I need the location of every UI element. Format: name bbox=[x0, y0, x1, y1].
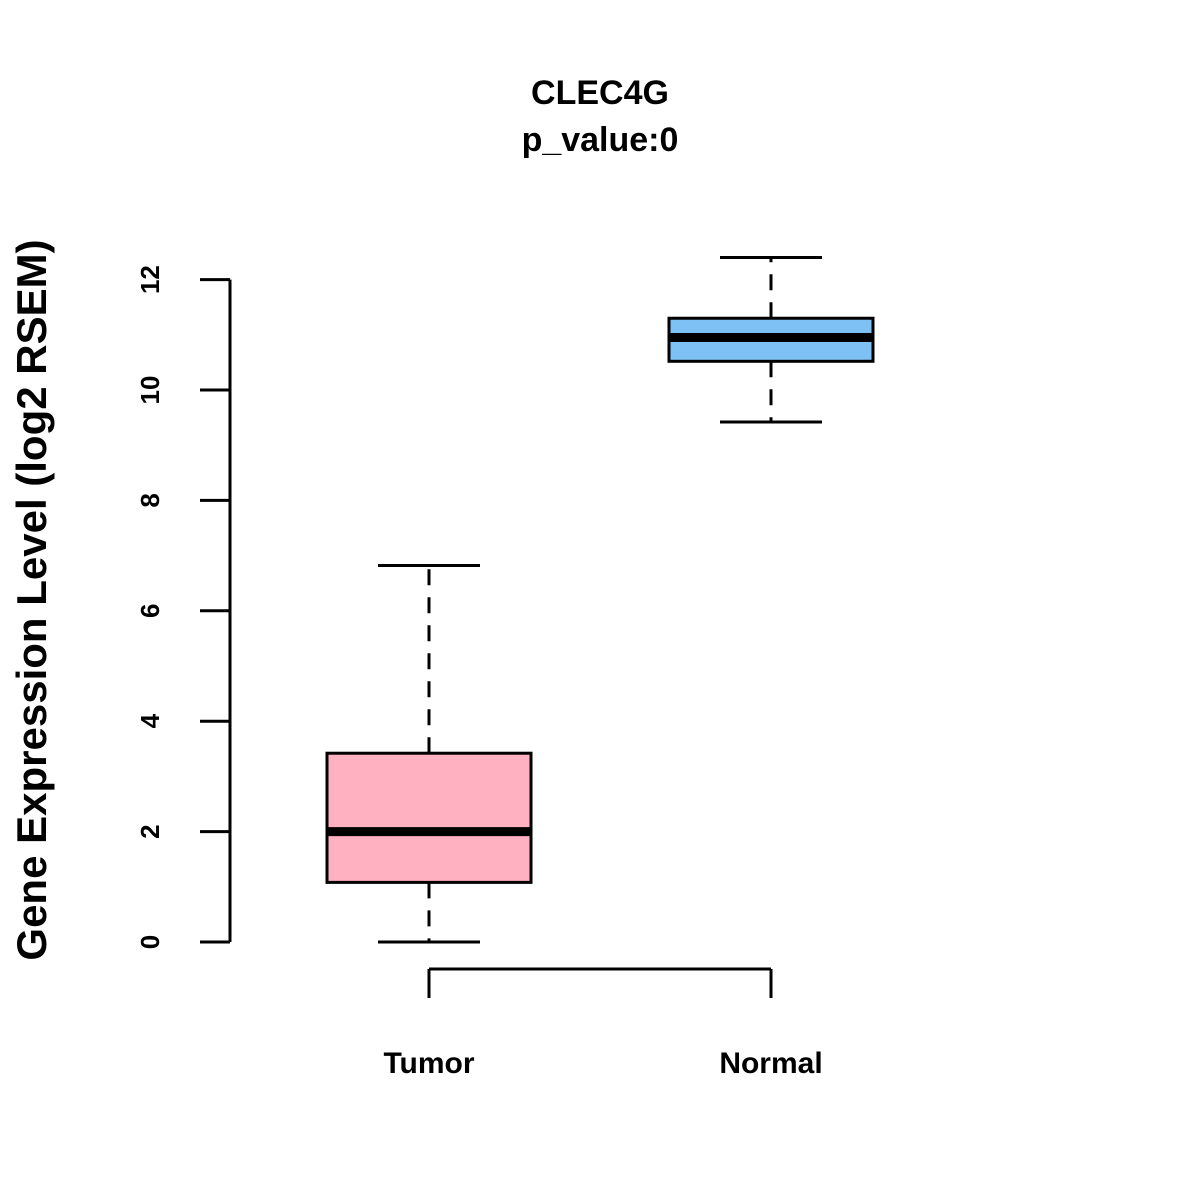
y-tick-label: 6 bbox=[135, 604, 165, 618]
y-tick-label: 0 bbox=[135, 935, 165, 949]
chart-subtitle: p_value:0 bbox=[522, 121, 679, 159]
y-axis-label: Gene Expression Level (log2 RSEM) bbox=[8, 239, 55, 960]
box-group bbox=[325, 256, 875, 944]
y-axis: 0 2 4 6 8 10 12 bbox=[135, 265, 232, 949]
y-tick-label: 10 bbox=[135, 376, 165, 405]
y-tick-label: 4 bbox=[135, 713, 165, 728]
x-tick-label-normal: Normal bbox=[719, 1047, 822, 1080]
x-axis: Tumor Normal bbox=[383, 967, 823, 1080]
y-tick-label: 2 bbox=[135, 824, 165, 838]
box-normal bbox=[667, 256, 875, 424]
box-tumor bbox=[325, 564, 533, 944]
x-tick-label-tumor: Tumor bbox=[383, 1047, 474, 1080]
y-tick-label: 8 bbox=[135, 493, 165, 507]
chart-title: CLEC4G bbox=[531, 74, 669, 112]
y-tick-label: 12 bbox=[135, 265, 165, 294]
iqr-box-tumor bbox=[325, 751, 533, 884]
